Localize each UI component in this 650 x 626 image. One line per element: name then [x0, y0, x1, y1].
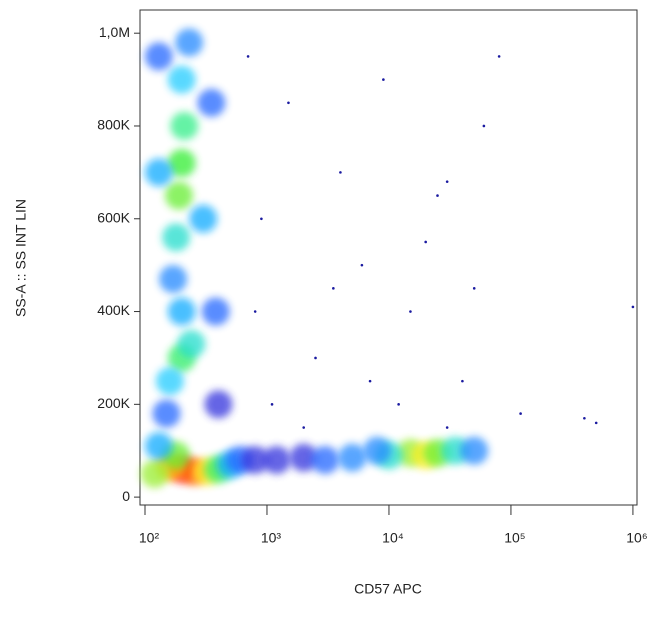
point — [338, 443, 367, 472]
points — [140, 28, 635, 488]
point — [360, 263, 364, 267]
point — [144, 42, 173, 71]
point — [189, 204, 218, 233]
x-tick-label: 10³ — [261, 530, 282, 546]
point — [201, 297, 230, 326]
point — [519, 412, 522, 415]
point — [397, 403, 400, 406]
point — [311, 446, 340, 474]
y-tick-label: 400K — [97, 302, 130, 318]
x-tick-label: 10⁴ — [382, 530, 404, 546]
point — [445, 426, 449, 429]
y-tick-label: 200K — [97, 395, 130, 411]
point — [246, 55, 250, 58]
point — [583, 416, 586, 420]
point — [144, 158, 173, 187]
point — [472, 287, 476, 290]
point — [204, 390, 233, 419]
x-tick-label: 10⁶ — [626, 530, 647, 546]
y-tick-label: 0 — [122, 488, 130, 504]
point — [170, 111, 199, 140]
point — [262, 446, 291, 474]
point — [339, 171, 342, 174]
point — [260, 217, 263, 221]
point — [460, 436, 489, 465]
point — [382, 78, 385, 81]
point — [270, 403, 274, 406]
point — [175, 28, 204, 57]
point — [253, 310, 257, 313]
point — [497, 55, 501, 58]
y-tick-label: 800K — [97, 117, 130, 133]
point — [197, 88, 226, 117]
point — [594, 421, 598, 425]
point — [482, 124, 486, 128]
point — [409, 310, 412, 313]
point — [461, 379, 464, 383]
point — [167, 297, 196, 326]
point — [167, 149, 196, 178]
y-tick-label: 1,0M — [99, 24, 130, 40]
plot-frame — [139, 9, 638, 506]
x-tick-label: 10⁵ — [504, 530, 525, 546]
point — [162, 223, 191, 252]
point — [155, 367, 184, 396]
point — [445, 180, 449, 183]
y-tick-label: 600K — [97, 209, 130, 225]
point — [164, 181, 193, 210]
point — [167, 65, 196, 94]
point — [144, 432, 173, 461]
point — [287, 101, 290, 105]
x-tick-label: 10² — [139, 530, 160, 546]
point — [363, 436, 392, 465]
point — [241, 446, 270, 474]
point — [152, 399, 181, 428]
point — [177, 330, 206, 359]
y-axis-label: SS-A :: SS INT LIN — [13, 199, 29, 317]
point — [436, 194, 439, 197]
point — [289, 443, 318, 472]
point — [314, 356, 317, 360]
point — [368, 379, 372, 383]
point — [159, 265, 188, 294]
point — [424, 240, 427, 244]
point — [140, 459, 169, 488]
point — [631, 305, 635, 309]
point — [332, 287, 335, 290]
point — [302, 426, 305, 429]
x-axis-label: CD57 APC — [354, 581, 422, 597]
